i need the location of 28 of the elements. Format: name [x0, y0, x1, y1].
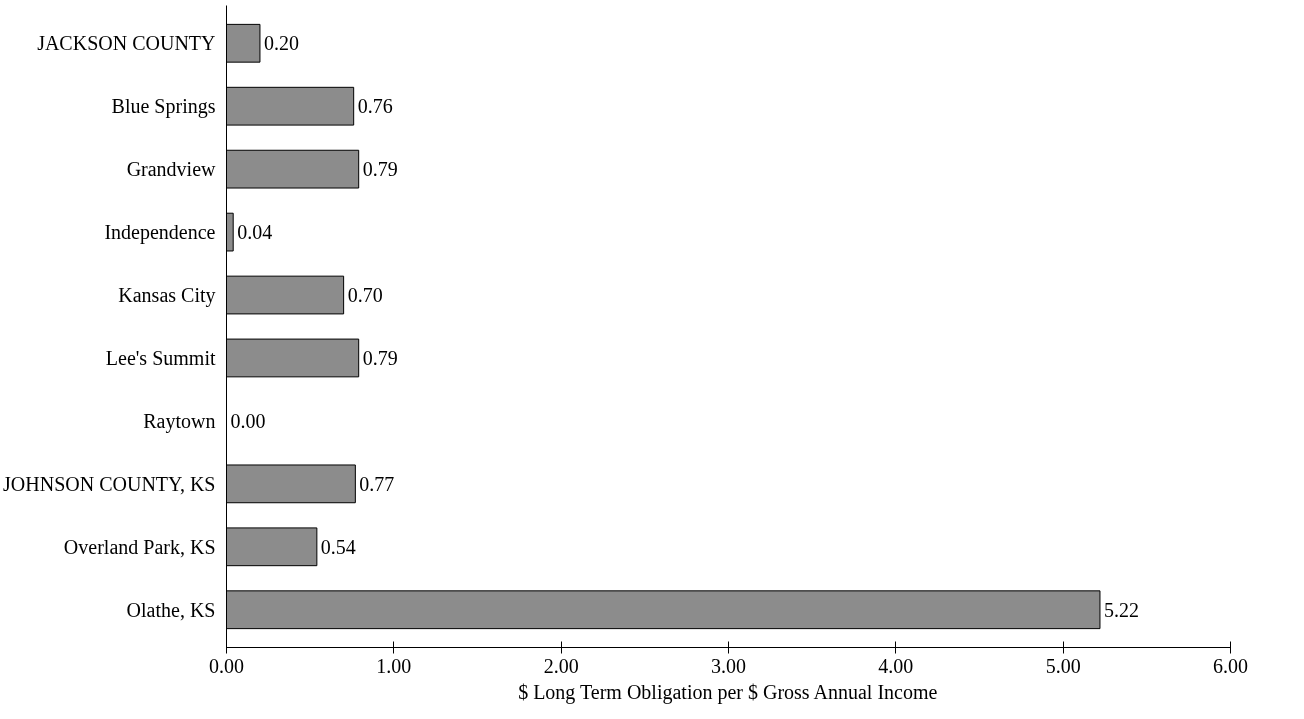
y-tick-label: Kansas City [118, 284, 216, 308]
y-tick-label: Overland Park, KS [63, 535, 216, 558]
y-tick-label: Blue Springs [111, 95, 216, 119]
x-tick-label: 3.00 [711, 654, 746, 677]
y-tick-label: Lee's Summit [105, 346, 216, 369]
data-label: 0.70 [347, 284, 383, 307]
data-label: 0.04 [237, 221, 273, 244]
data-label: 0.79 [362, 158, 398, 181]
data-label: 0.79 [362, 346, 398, 369]
data-label: 0.77 [359, 472, 395, 495]
y-tick-label: JACKSON COUNTY [37, 32, 216, 55]
x-tick-label: 5.00 [1045, 654, 1081, 677]
data-label: 0.54 [320, 535, 356, 558]
data-label: 0.00 [230, 409, 266, 432]
x-tick-label: 2.00 [543, 654, 579, 677]
x-axis-title: $ Long Term Obligation per $ Gross Annual Income [518, 680, 938, 704]
x-tick-label: 4.00 [878, 654, 914, 677]
x-tick-label: 1.00 [376, 654, 412, 677]
data-label: 0.20 [263, 32, 299, 55]
data-label: 5.22 [1103, 598, 1139, 621]
y-tick-label: Raytown [143, 409, 216, 433]
y-tick-label: JOHNSON COUNTY, KS [3, 472, 216, 495]
x-tick-label: 0.00 [209, 654, 244, 677]
y-tick-label: Olathe, KS [126, 598, 216, 621]
y-tick-label: Independence [104, 221, 216, 245]
x-tick-label: 6.00 [1213, 654, 1248, 677]
y-tick-label: Grandview [126, 158, 217, 181]
data-label: 0.76 [357, 95, 393, 118]
